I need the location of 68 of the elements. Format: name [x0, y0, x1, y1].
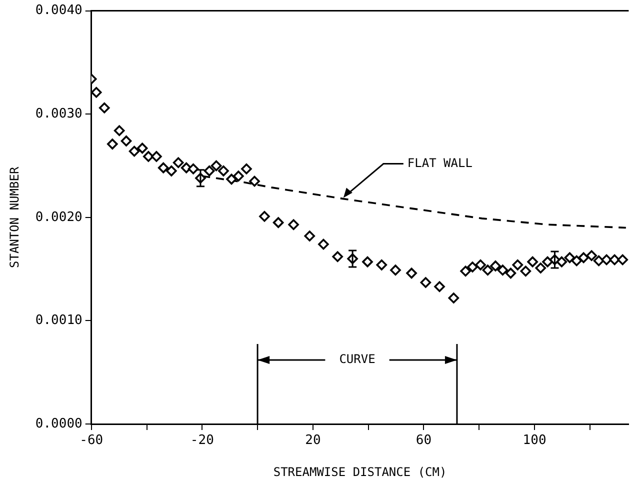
point [586, 250, 597, 262]
x-axis-title: STREAMWISE DISTANCE (CM) [273, 464, 447, 479]
point [188, 163, 199, 174]
point [98, 102, 110, 114]
point [497, 264, 508, 276]
point [241, 163, 252, 174]
point [288, 219, 299, 230]
point [434, 281, 445, 292]
y-tick-label: 0.0030 [35, 106, 82, 122]
point [490, 260, 501, 272]
point [218, 166, 229, 176]
point [114, 125, 125, 136]
point [556, 256, 568, 268]
point [259, 210, 270, 222]
point [204, 166, 215, 176]
x-tick-label: -60 [80, 433, 104, 448]
point [91, 87, 102, 98]
point [535, 262, 546, 274]
point [406, 268, 417, 279]
point [332, 251, 343, 262]
point [420, 277, 432, 288]
x-tick-label: 20 [305, 433, 321, 448]
point [158, 162, 169, 174]
point [233, 170, 244, 182]
y-tick-label: 0.0040 [35, 3, 82, 18]
point [609, 254, 620, 266]
point [460, 266, 471, 277]
point [249, 176, 260, 187]
point [520, 266, 532, 277]
point [390, 264, 401, 276]
point [136, 142, 148, 154]
x-tick-label: 60 [416, 433, 432, 448]
point [578, 252, 589, 264]
point [172, 157, 184, 168]
point [120, 136, 132, 146]
point [512, 260, 524, 270]
point [505, 268, 516, 279]
point [151, 151, 162, 162]
point [593, 255, 604, 266]
point [448, 292, 460, 304]
point [143, 151, 154, 162]
point [304, 230, 316, 242]
y-tick-label: 0.0000 [35, 416, 82, 432]
x-tick-label: 100 [522, 433, 546, 448]
point [475, 260, 486, 270]
annotation: FLAT WALL [407, 156, 472, 170]
point [226, 174, 237, 185]
point [272, 217, 284, 228]
point [571, 255, 582, 266]
y-tick-label: 0.0010 [35, 313, 82, 328]
point [482, 264, 494, 276]
point [376, 260, 388, 270]
point [527, 256, 538, 268]
x-tick-label: -20 [190, 433, 214, 448]
point [542, 256, 553, 268]
point [166, 166, 177, 176]
y-tick-label: 0.0020 [35, 210, 82, 225]
point [318, 238, 329, 250]
point [467, 262, 478, 272]
point [564, 252, 576, 264]
point [210, 160, 222, 172]
ref-line-label: CURVE [339, 352, 376, 366]
point [107, 138, 118, 150]
point [601, 254, 612, 266]
y-axis-title: STANTON NUMBER [7, 166, 22, 268]
point [362, 256, 373, 268]
point [617, 254, 628, 266]
point [128, 146, 140, 157]
